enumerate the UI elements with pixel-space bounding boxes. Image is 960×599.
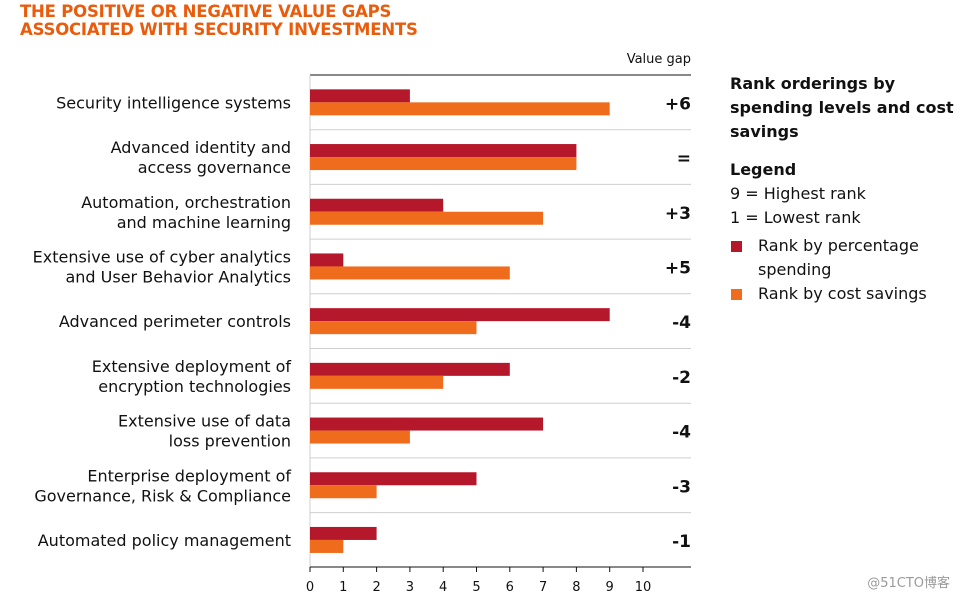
value-gap-header: Value gap	[627, 52, 691, 67]
bar-spending	[310, 472, 477, 486]
legend-title: Legend	[730, 160, 797, 179]
bar-chart: Security intelligence systems Advanced id…	[33, 52, 692, 595]
category-label: Extensive use of data	[118, 412, 291, 431]
legend-item-spending: Rank by percentage spending	[730, 234, 960, 282]
category-label: encryption technologies	[98, 377, 291, 396]
chart-x-ticks: 0 1 2 3 4 5 6 7 8 9 10	[306, 567, 651, 595]
bar-spending	[310, 362, 510, 376]
legend-highest-rank: 9 = Highest rank	[730, 184, 866, 203]
category-label: Automated policy management	[38, 531, 291, 550]
watermark: @51CTO博客	[867, 576, 950, 591]
value-gap-label: +6	[665, 94, 691, 114]
bar-spending	[310, 526, 377, 540]
bar-spending	[310, 308, 610, 322]
category-label: Automation, orchestration	[81, 193, 291, 212]
category-label: loss prevention	[169, 432, 291, 451]
x-tick-label: 1	[339, 580, 347, 595]
bar-spending	[310, 89, 410, 103]
x-tick-label: 0	[306, 580, 314, 595]
bar-spending	[310, 198, 444, 212]
value-gap-label: -2	[672, 368, 691, 388]
value-gap-label: +3	[665, 204, 691, 224]
bar-spending	[310, 417, 544, 431]
legend-label-savings: Rank by cost savings	[758, 284, 927, 303]
bar-savings	[310, 321, 477, 335]
x-tick-label: 8	[572, 580, 580, 595]
side-panel: Rank orderings by spending levels and co…	[730, 72, 960, 306]
bar-savings	[310, 539, 344, 553]
rank-title-line-3: savings	[730, 122, 799, 141]
category-label: Advanced identity and	[111, 138, 291, 157]
bar-savings	[310, 375, 444, 389]
category-label: Security intelligence systems	[56, 93, 291, 112]
value-gap-label: -4	[672, 423, 691, 443]
bar-savings	[310, 485, 377, 499]
x-tick-label: 10	[635, 580, 652, 595]
rank-orderings-title: Rank orderings by spending levels and co…	[730, 72, 960, 144]
category-label: Advanced perimeter controls	[59, 312, 291, 331]
value-gap-label: -3	[672, 477, 691, 497]
value-gap-label: -4	[672, 313, 691, 333]
bar-savings	[310, 102, 610, 116]
chart-title-line-2: ASSOCIATED WITH SECURITY INVESTMENTS	[20, 20, 418, 39]
x-tick-label: 4	[439, 580, 447, 595]
x-tick-label: 5	[472, 580, 480, 595]
category-label: Governance, Risk & Compliance	[34, 486, 291, 505]
value-gap-label: +5	[665, 258, 691, 278]
category-label: and machine learning	[117, 213, 291, 232]
legend-label-spending-line-1: Rank by percentage	[758, 236, 919, 255]
legend-item-savings: Rank by cost savings	[730, 282, 960, 306]
category-label: Extensive deployment of	[92, 357, 292, 376]
legend-lowest-rank: 1 = Lowest rank	[730, 208, 861, 227]
rank-title-line-2: spending levels and cost	[730, 98, 954, 117]
bar-spending	[310, 253, 344, 267]
value-gap-label: =	[677, 149, 691, 169]
chart-bars	[310, 89, 610, 553]
bar-savings	[310, 266, 510, 280]
bar-savings	[310, 430, 410, 444]
x-tick-label: 9	[606, 580, 614, 595]
legend-label-spending-line-2: spending	[758, 260, 832, 279]
category-label: and User Behavior Analytics	[65, 267, 291, 286]
chart-category-labels: Security intelligence systems Advanced id…	[33, 93, 292, 550]
chart-value-gaps: +6 = +3 +5 -4 -2 -4 -3 -1	[665, 94, 691, 552]
x-tick-label: 6	[506, 580, 514, 595]
bar-savings	[310, 211, 544, 225]
x-tick-label: 7	[539, 580, 547, 595]
x-tick-label: 2	[372, 580, 380, 595]
x-tick-label: 3	[406, 580, 414, 595]
rank-title-line-1: Rank orderings by	[730, 74, 896, 93]
value-gap-label: -1	[672, 532, 691, 552]
chart-title-line-1: THE POSITIVE OR NEGATIVE VALUE GAPS	[20, 2, 392, 21]
legend-swatch-savings	[731, 289, 742, 300]
bar-savings	[310, 157, 577, 171]
category-label: access governance	[138, 158, 291, 177]
category-label: Extensive use of cyber analytics	[33, 247, 291, 266]
category-label: Enterprise deployment of	[87, 466, 291, 485]
bar-spending	[310, 144, 577, 158]
chart-title: THE POSITIVE OR NEGATIVE VALUE GAPS ASSO…	[20, 3, 418, 39]
legend-swatch-spending	[731, 241, 742, 252]
